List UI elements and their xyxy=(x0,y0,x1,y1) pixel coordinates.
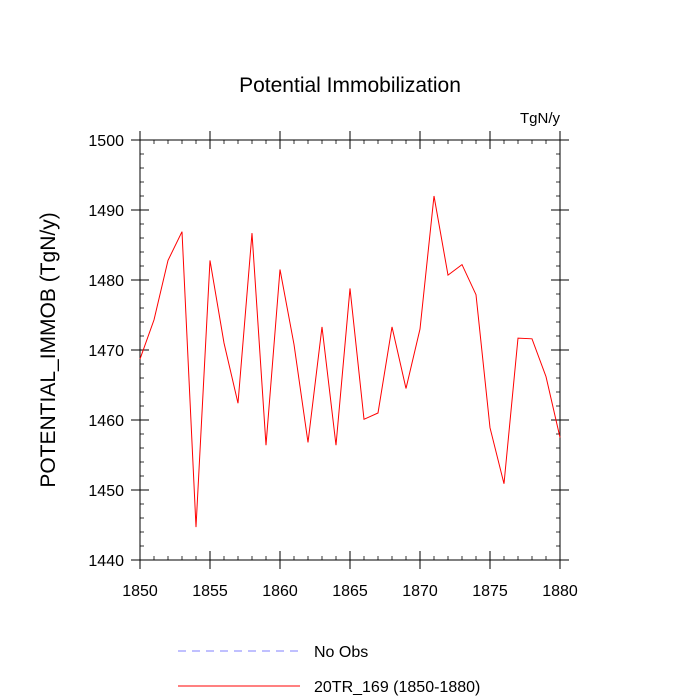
y-tick-label: 1480 xyxy=(88,273,124,290)
y-tick-label: 1500 xyxy=(88,133,124,150)
x-tick-label: 1865 xyxy=(332,583,368,600)
units-label: TgN/y xyxy=(520,110,561,127)
y-tick-label: 1460 xyxy=(88,413,124,430)
plot-frame xyxy=(139,139,561,561)
x-tick-label: 1880 xyxy=(542,583,578,600)
y-tick-label: 1470 xyxy=(88,343,124,360)
series-line-2 xyxy=(139,195,561,528)
y-tick-label: 1440 xyxy=(88,553,124,570)
legend-label-1: No Obs xyxy=(314,644,368,661)
x-tick-label: 1875 xyxy=(472,583,508,600)
plot-area: 1850 1855 1860 1865 1870 1875 1880 1440 1450 1460… xyxy=(88,131,578,600)
y-tick-label: 1490 xyxy=(88,203,124,220)
legend: No Obs 20TR_169 (1850-1880) xyxy=(178,644,480,696)
x-tick-label: 1860 xyxy=(262,583,298,600)
y-tick-label: 1450 xyxy=(88,483,124,500)
x-tick-label: 1850 xyxy=(122,583,158,600)
chart-title: Potential Immobilization xyxy=(239,74,461,97)
x-tick-label: 1855 xyxy=(192,583,228,600)
x-tick-label: 1870 xyxy=(402,583,438,600)
y-axis-label: POTENTIAL_IMMOB (TgN/y) xyxy=(37,212,60,487)
legend-label-2: 20TR_169 (1850-1880) xyxy=(314,679,480,696)
